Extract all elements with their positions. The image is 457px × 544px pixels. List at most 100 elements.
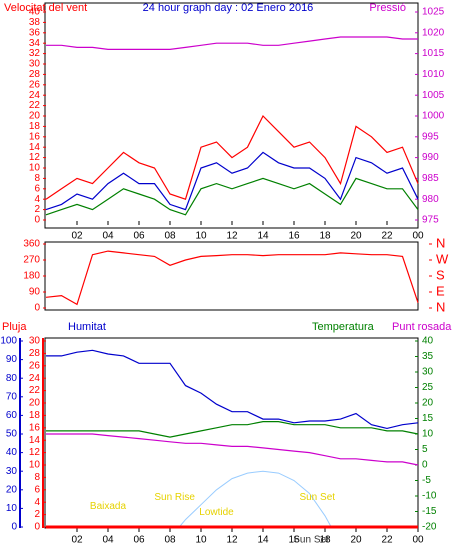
y-tick-label: 28 — [29, 69, 41, 80]
y-tick-label: 16 — [29, 131, 41, 142]
y-tick-label: 38 — [29, 17, 41, 28]
x-tick-label: 22 — [381, 231, 393, 242]
y-tick-label: 360 — [23, 239, 40, 250]
y-tick-label: 0 — [34, 522, 40, 533]
y-tick-label: 90 — [29, 287, 41, 298]
series-line — [46, 349, 419, 430]
y-tick-label: -20 — [422, 522, 437, 533]
y-tick-label: 25 — [422, 382, 434, 393]
y-tick-label: 4 — [34, 497, 40, 508]
y-tick-label: 60 — [6, 410, 18, 421]
y-tick-label: 70 — [6, 391, 18, 402]
x-tick-label: 10 — [195, 535, 207, 544]
y-tick-label: 22 — [29, 385, 41, 396]
y-tick-label: 36 — [29, 27, 41, 38]
y-tick-label: 2 — [34, 204, 40, 215]
x-tick-label: 10 — [195, 231, 207, 242]
y-tick-label: 1000 — [422, 111, 445, 122]
y-tick-label: -15 — [422, 506, 437, 517]
y-tick-label: 26 — [29, 360, 41, 371]
y-tick-label: 10 — [422, 429, 434, 440]
y-tick-label: 30 — [6, 466, 18, 477]
y-tick-label: 20 — [29, 111, 41, 122]
series-line — [46, 421, 419, 438]
y-tick-label: 270 — [23, 255, 40, 266]
y-tick-label: 1015 — [422, 48, 445, 59]
y-tick-label: 35 — [422, 351, 434, 362]
series-line — [45, 114, 419, 200]
page-title: 24 hour graph day : 02 Enero 2016 — [143, 2, 314, 14]
y-tick-label: 980 — [422, 194, 439, 205]
y-tick-label: 4 — [34, 194, 40, 205]
y-tick-label: 80 — [6, 373, 18, 384]
y-tick-label: 22 — [29, 100, 41, 111]
y-tick-label: 1020 — [422, 27, 445, 38]
annotation: Baixada — [90, 501, 127, 512]
y-tick-label: 20 — [29, 398, 41, 409]
y-tick-label: 90 — [6, 354, 18, 365]
y-tick-label: 40 — [422, 336, 434, 347]
y-tick-label: E — [436, 283, 445, 298]
x-tick-label: 08 — [164, 535, 176, 544]
y-tick-label: 0 — [34, 303, 40, 314]
y-tick-label: 12 — [29, 447, 41, 458]
y-tick-label: -5 — [422, 475, 431, 486]
x-tick-label: 06 — [133, 231, 145, 242]
y-tick-label: N — [436, 235, 445, 250]
y-tick-label: 8 — [34, 173, 40, 184]
x-tick-label: 04 — [102, 535, 114, 544]
series-line — [46, 36, 418, 50]
y-tick-label: 30 — [29, 336, 41, 347]
annotation: Lowtide — [199, 507, 234, 518]
y-tick-label: 100 — [0, 336, 17, 347]
x-tick-label: 04 — [102, 231, 114, 242]
x-tick-label: 20 — [350, 535, 362, 544]
x-tick-label: 00 — [412, 231, 424, 242]
wind-label: Velocitat del vent — [4, 2, 87, 14]
x-tick-label: 16 — [288, 535, 300, 544]
y-tick-label: 1010 — [422, 69, 445, 80]
x-tick-label: 14 — [257, 231, 269, 242]
y-tick-label: 24 — [29, 90, 41, 101]
x-tick-label: 12 — [226, 231, 238, 242]
x-tick-label: 08 — [164, 231, 176, 242]
humidity-label: Humitat — [68, 321, 106, 333]
rain-label: Pluja — [2, 321, 27, 333]
y-tick-label: W — [436, 251, 449, 266]
y-tick-label: 30 — [422, 367, 434, 378]
y-tick-label: 15 — [422, 413, 434, 424]
x-tick-label: 18 — [319, 231, 331, 242]
y-tick-label: 6 — [34, 484, 40, 495]
y-tick-label: 10 — [6, 503, 18, 514]
temperature-label: Temperatura — [312, 321, 375, 333]
x-tick-label: 18 — [319, 535, 331, 544]
y-tick-label: 18 — [29, 121, 41, 132]
y-tick-label: 26 — [29, 79, 41, 90]
y-tick-label: 30 — [29, 59, 41, 70]
sun-elevation — [178, 470, 332, 528]
pressure-label: Pressió — [369, 2, 406, 14]
x-tick-label: 14 — [257, 535, 269, 544]
y-tick-label: 1005 — [422, 90, 445, 101]
x-tick-label: 12 — [226, 535, 238, 544]
y-tick-label: 975 — [422, 215, 439, 226]
y-tick-label: 32 — [29, 48, 41, 59]
x-tick-label: 00 — [412, 535, 424, 544]
x-tick-label: 06 — [133, 535, 145, 544]
y-tick-label: 0 — [34, 215, 40, 226]
annotation: Sun Set — [293, 535, 329, 544]
annotation: Sun Set — [299, 492, 335, 503]
x-tick-label: 16 — [288, 231, 300, 242]
annotation: Sun Rise — [154, 492, 195, 503]
x-tick-label: 22 — [381, 535, 393, 544]
y-tick-label: 24 — [29, 373, 41, 384]
y-tick-label: 6 — [34, 183, 40, 194]
y-tick-label: 10 — [29, 460, 41, 471]
y-tick-label: 40 — [6, 447, 18, 458]
y-tick-label: 8 — [34, 472, 40, 483]
y-tick-label: 14 — [29, 142, 41, 153]
y-tick-label: 5 — [422, 444, 428, 455]
series-line — [45, 177, 419, 216]
y-tick-label: 40 — [29, 7, 41, 18]
